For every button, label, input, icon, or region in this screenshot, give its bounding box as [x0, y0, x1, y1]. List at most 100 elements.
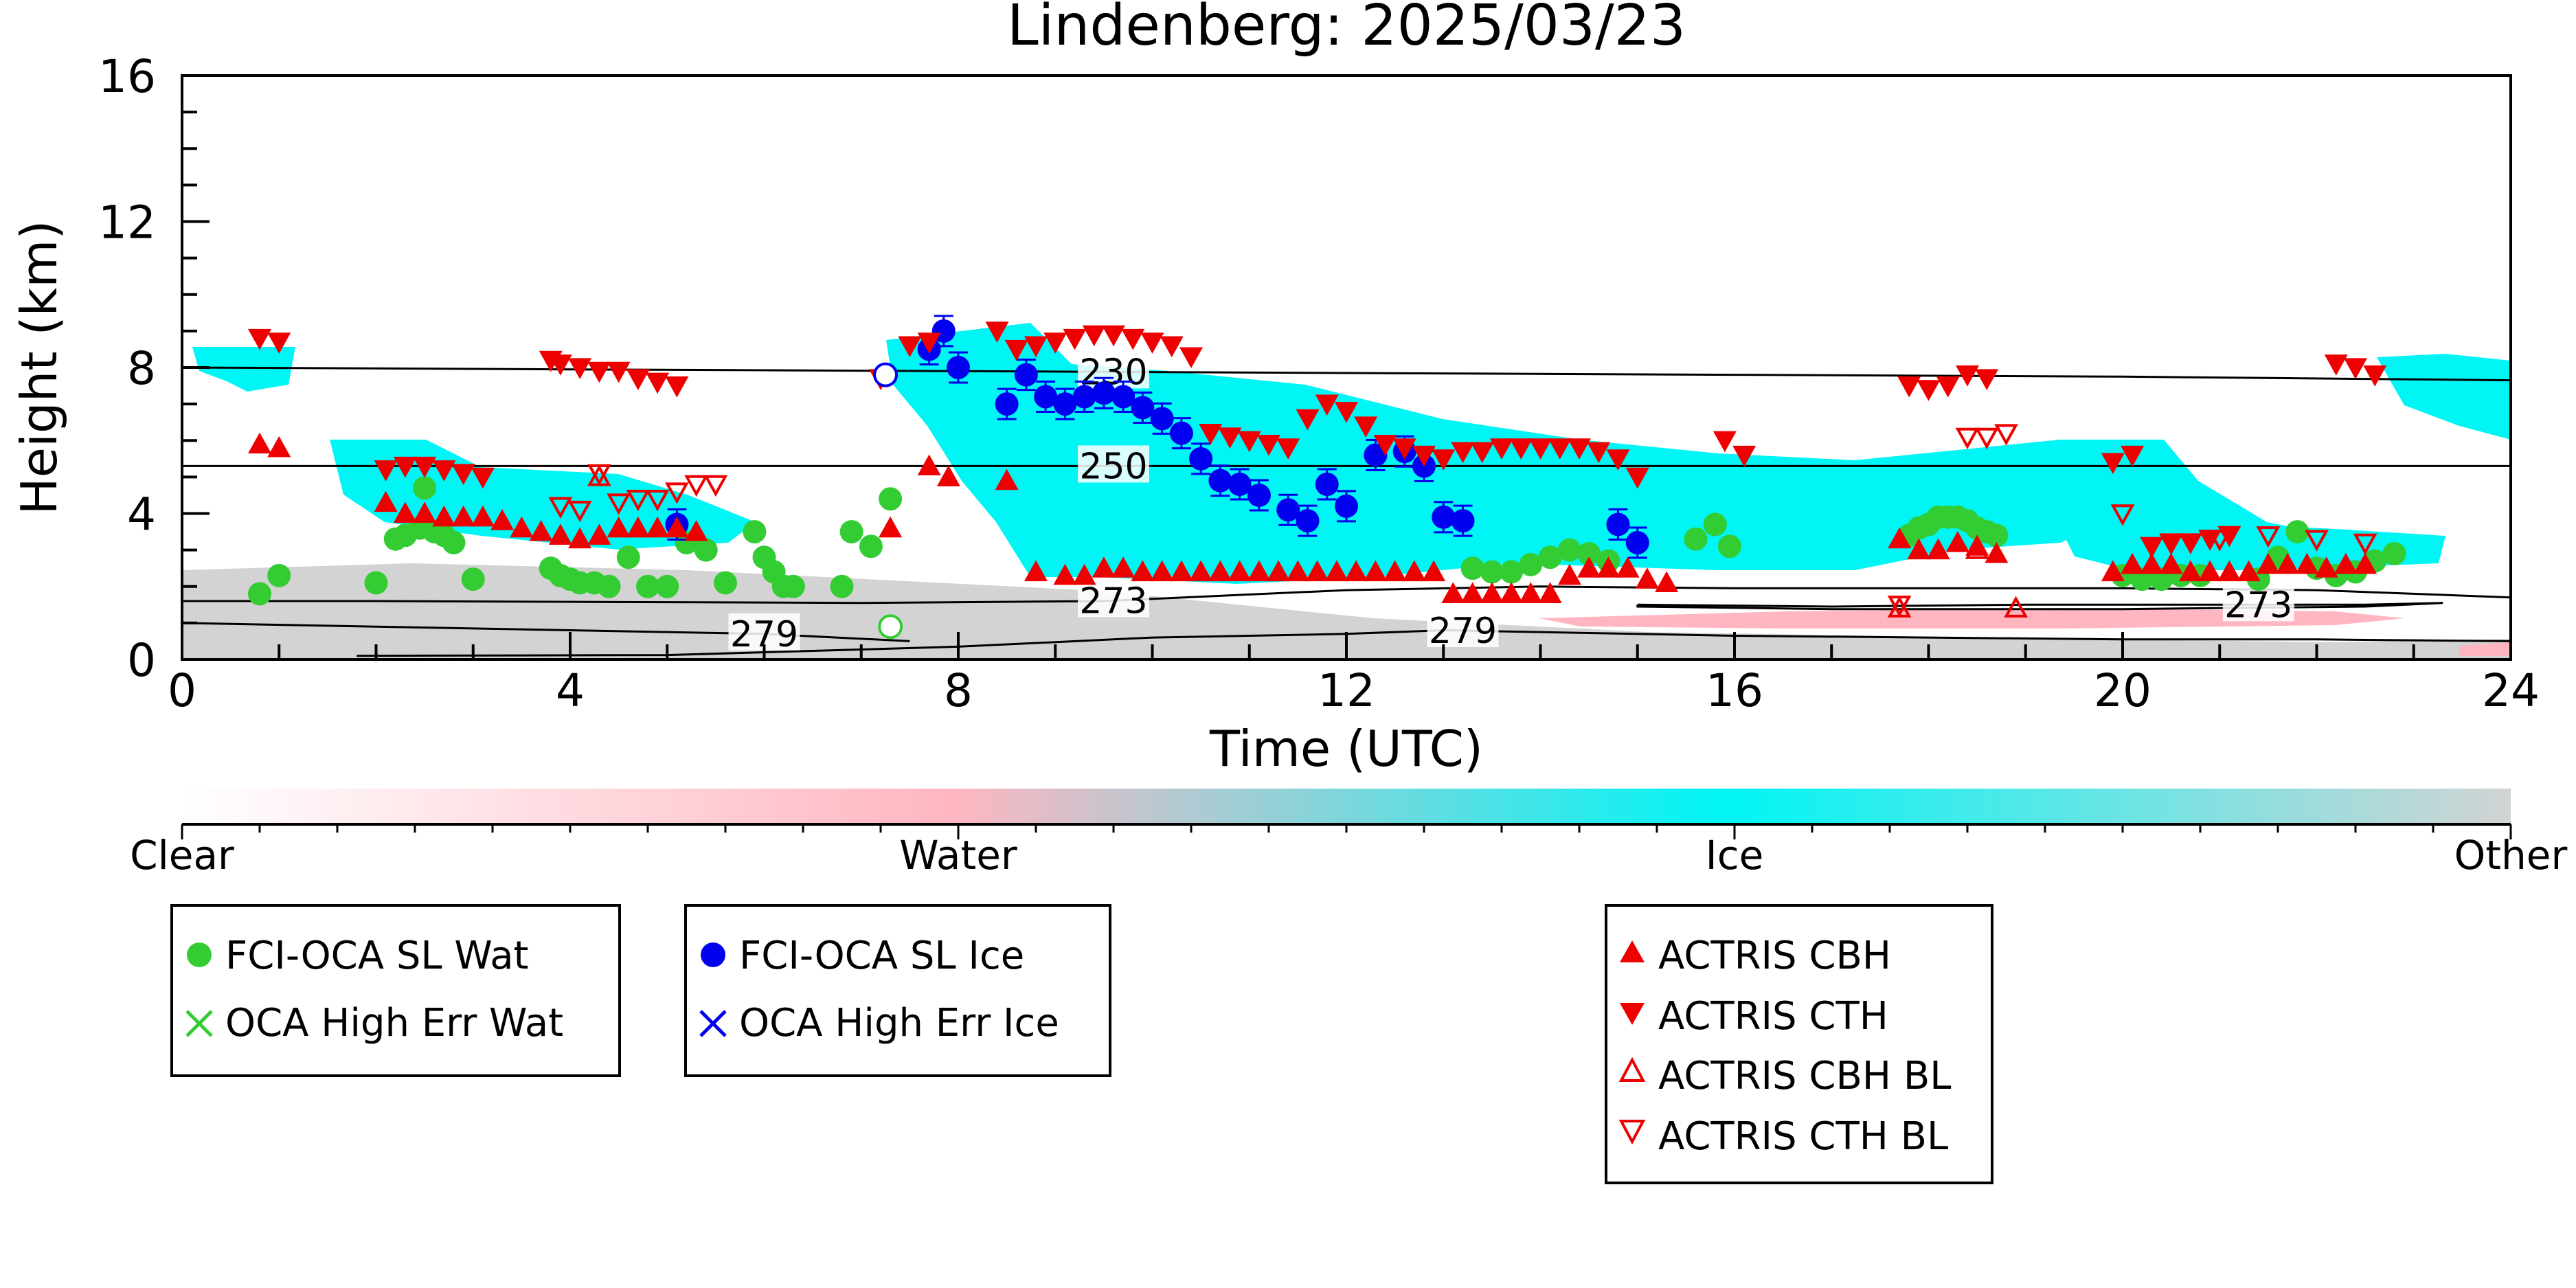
data-point	[947, 356, 970, 379]
data-point	[2324, 354, 2348, 376]
contour-label-bg	[1427, 610, 1499, 648]
data-point	[587, 523, 611, 545]
contour-label: 230	[1079, 352, 1147, 393]
data-point	[879, 487, 903, 511]
data-point	[248, 328, 271, 350]
data-point	[267, 332, 291, 354]
contour-label: 273	[2224, 585, 2292, 626]
data-point	[2159, 533, 2184, 556]
data-point	[1267, 560, 1291, 582]
data-point	[714, 571, 737, 595]
data-point	[1004, 339, 1028, 361]
data-point	[1557, 563, 1581, 585]
contour-label-bg	[1078, 445, 1149, 483]
data-point	[1247, 483, 1271, 507]
data-point	[636, 574, 659, 598]
data-point	[1257, 434, 1280, 456]
legend-marker-x	[699, 1010, 727, 1037]
data-point	[1500, 560, 1524, 584]
data-point	[646, 516, 670, 538]
data-point	[2004, 596, 2029, 618]
x-tick-label: 8	[944, 664, 973, 717]
data-point	[1324, 560, 1348, 582]
data-point	[1286, 560, 1310, 582]
data-point	[2334, 552, 2358, 574]
data-point	[510, 516, 534, 538]
data-point	[1373, 434, 1397, 456]
colorbar-ticks	[181, 824, 2512, 839]
data-point	[607, 361, 631, 383]
data-point	[267, 563, 291, 587]
x-tick-label: 0	[168, 664, 196, 717]
data-point	[1480, 582, 1504, 603]
x-tick-label: 20	[2094, 664, 2151, 717]
data-point	[1169, 421, 1193, 445]
data-point	[1150, 407, 1174, 431]
x-tick-label: 12	[1318, 664, 1375, 717]
data-point	[1887, 596, 1912, 618]
data-point	[1335, 402, 1358, 423]
data-point	[1296, 509, 1320, 533]
data-point	[1199, 424, 1223, 445]
data-point	[626, 369, 650, 390]
data-point	[694, 538, 718, 562]
contour-label: 250	[1079, 446, 1147, 487]
colorbar-label-other: Other	[2454, 832, 2568, 879]
data-point	[1684, 527, 1708, 551]
data-point	[1606, 449, 1630, 471]
data-point	[684, 520, 708, 541]
data-point	[616, 545, 640, 569]
data-point	[1072, 385, 1096, 409]
data-point	[1402, 560, 1426, 582]
data-point	[743, 520, 767, 544]
data-point	[1092, 381, 1116, 405]
y-axis-label: Height (km)	[10, 221, 68, 515]
x-tick-label: 24	[2482, 664, 2540, 717]
data-point	[2140, 552, 2164, 574]
data-point	[1955, 427, 1980, 450]
data-point	[1150, 560, 1174, 582]
data-point	[597, 574, 621, 598]
data-point	[1926, 538, 1950, 560]
legend-label: OCA High Err Ice	[739, 1001, 1059, 1046]
data-point	[1053, 563, 1077, 585]
data-point	[917, 454, 941, 476]
legend-label: OCA High Err Wat	[225, 1001, 563, 1046]
data-point	[1596, 556, 1620, 578]
series-actris-cth	[248, 321, 2387, 558]
data-point	[393, 501, 417, 523]
data-point	[2178, 533, 2202, 554]
data-point	[2314, 556, 2338, 578]
data-point	[587, 464, 611, 486]
data-point	[1237, 431, 1261, 453]
contour-line	[1636, 602, 2443, 611]
data-point	[1548, 438, 1572, 460]
x-axis-label: Time (UTC)	[1209, 720, 1483, 778]
data-point	[1907, 538, 1931, 560]
data-point	[1354, 416, 1378, 438]
data-point	[645, 490, 670, 512]
data-point	[2121, 445, 2145, 467]
x-tick-label: 4	[556, 664, 585, 717]
data-point	[1218, 427, 1242, 449]
data-point	[248, 432, 271, 454]
data-point	[2121, 552, 2145, 574]
data-point	[1587, 442, 1611, 464]
data-point	[1557, 538, 1581, 562]
data-point	[2256, 552, 2280, 574]
data-point	[432, 505, 456, 527]
data-point	[393, 456, 417, 478]
data-point	[490, 509, 515, 530]
data-point	[995, 392, 1019, 416]
data-point	[1276, 438, 1300, 460]
series-actris-cth-bl	[548, 424, 2377, 618]
data-point	[568, 527, 592, 549]
legend-label: FCI-OCA SL Wat	[225, 934, 529, 978]
data-point	[607, 493, 631, 515]
data-point	[1500, 582, 1524, 603]
data-point	[1160, 336, 1184, 358]
data-point	[1315, 394, 1339, 416]
data-point	[1509, 438, 1533, 460]
data-point	[1975, 369, 1999, 390]
